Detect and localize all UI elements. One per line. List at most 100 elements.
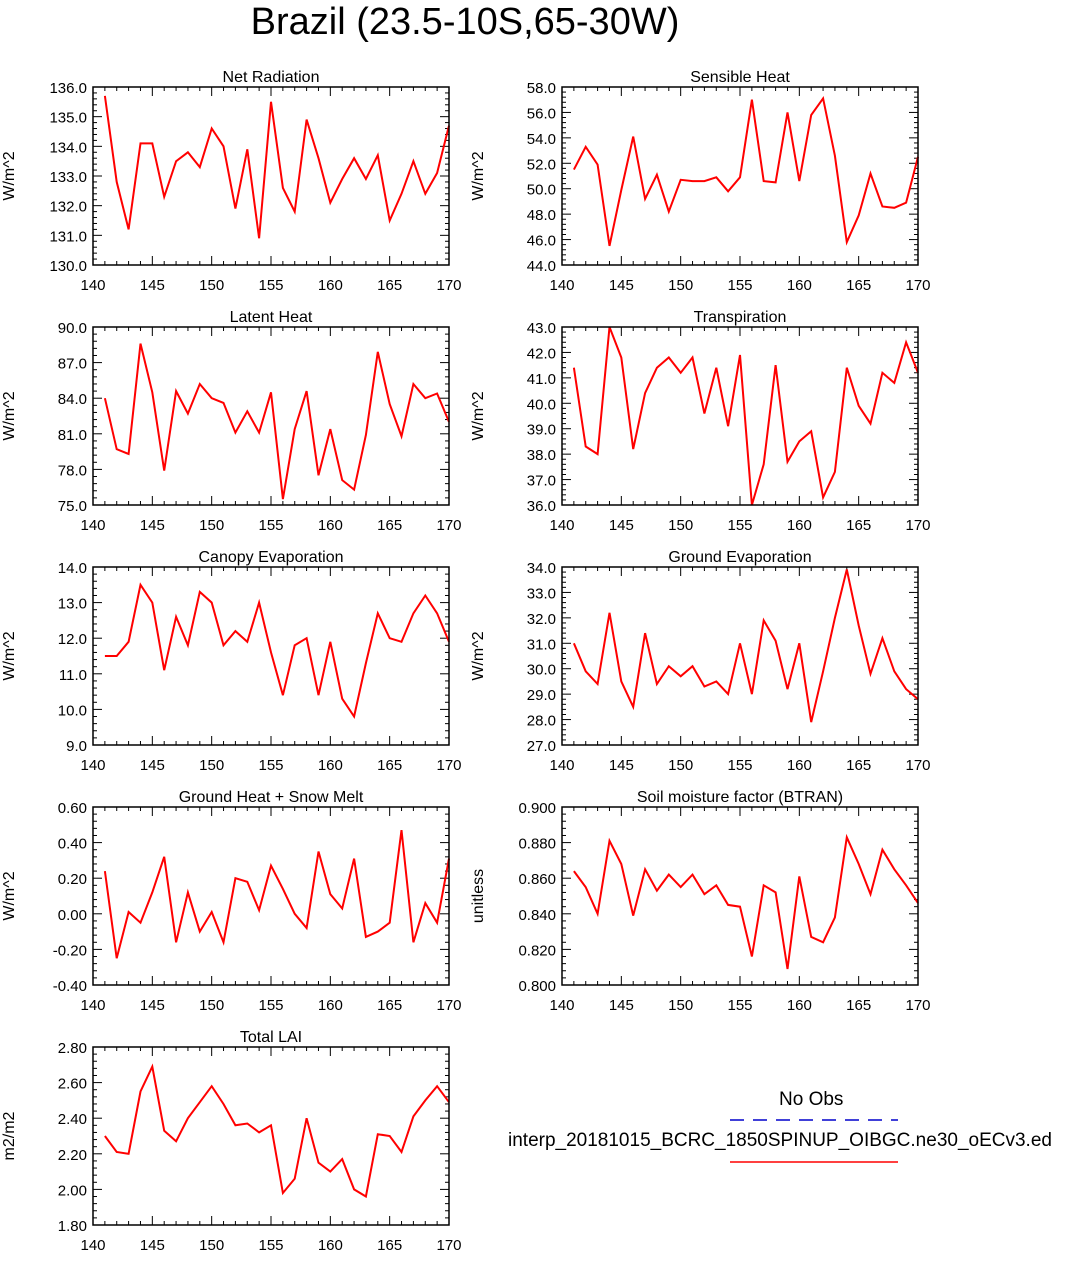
y-tick-label: 31.0 — [527, 636, 556, 653]
x-tick-label: 165 — [846, 517, 871, 534]
y-tick-label: 87.0 — [58, 356, 87, 373]
y-tick-label: 132.0 — [49, 199, 87, 216]
x-tick-label: 150 — [668, 757, 693, 774]
series-line — [572, 326, 919, 506]
x-tick-label: 140 — [549, 997, 574, 1014]
y-tick-label: 14.0 — [58, 560, 87, 577]
x-tick-label: 150 — [199, 757, 224, 774]
plot-frame — [561, 86, 919, 266]
x-tick-label: 170 — [905, 997, 930, 1014]
y-tick-label: 136.0 — [49, 80, 87, 97]
x-tick-label: 145 — [609, 757, 634, 774]
x-tick-label: 160 — [318, 1237, 343, 1254]
y-tick-label: 52.0 — [527, 156, 556, 173]
x-tick-label: 170 — [436, 517, 461, 534]
x-tick-label: 170 — [436, 757, 461, 774]
y-tick-label: 0.00 — [58, 907, 87, 924]
x-tick-label: 160 — [787, 517, 812, 534]
x-tick-label: 160 — [318, 757, 343, 774]
y-tick-label: 42.0 — [527, 345, 556, 362]
y-tick-label: -0.20 — [53, 942, 87, 959]
y-tick-label: 0.900 — [518, 800, 556, 817]
x-tick-label: 170 — [905, 277, 930, 294]
y-tick-label: 39.0 — [527, 422, 556, 439]
chart-title: Ground Evaporation — [668, 549, 811, 566]
y-tick-label: 0.20 — [58, 871, 87, 888]
y-tick-label: 50.0 — [527, 182, 556, 199]
y-tick-label: 27.0 — [527, 738, 556, 755]
chart-title: Soil moisture factor (BTRAN) — [637, 789, 843, 806]
chart-title: Sensible Heat — [690, 69, 790, 86]
y-tick-label: 0.820 — [518, 942, 556, 959]
y-tick-label: 0.880 — [518, 836, 556, 853]
plot-frame — [561, 566, 919, 746]
chart-latent-heat: Latent Heat W/m^2 140 145 150 155 160 165 170 75.… — [1, 309, 462, 534]
y-tick-label: 33.0 — [527, 585, 556, 602]
x-tick-label: 155 — [727, 277, 752, 294]
y-tick-label: 36.0 — [527, 498, 556, 515]
x-tick-label: 170 — [436, 997, 461, 1014]
x-tick-label: 160 — [318, 277, 343, 294]
y-tick-label: 9.0 — [66, 738, 87, 755]
x-tick-label: 145 — [609, 517, 634, 534]
x-tick-label: 150 — [199, 997, 224, 1014]
chart-ground-evaporation: Ground Evaporation W/m^2 140 145 150 155 160 16… — [470, 549, 931, 774]
y-tick-label: 0.60 — [58, 800, 87, 817]
x-tick-label: 140 — [549, 517, 574, 534]
y-tick-label: 40.0 — [527, 396, 556, 413]
x-tick-label: 170 — [436, 1237, 461, 1254]
x-tick-label: 145 — [140, 517, 165, 534]
chart-title: Net Radiation — [223, 69, 320, 86]
y-tick-label: 0.40 — [58, 836, 87, 853]
y-tick-label: 78.0 — [58, 462, 87, 479]
x-tick-label: 140 — [549, 757, 574, 774]
y-tick-label: 37.0 — [527, 473, 556, 490]
series-line — [103, 829, 450, 959]
y-tick-label: 90.0 — [58, 320, 87, 337]
y-axis-label: W/m^2 — [1, 151, 18, 200]
x-tick-label: 160 — [787, 997, 812, 1014]
x-tick-label: 155 — [727, 517, 752, 534]
chart-title: Latent Heat — [230, 309, 313, 326]
y-axis-label: W/m^2 — [1, 871, 18, 920]
x-tick-label: 160 — [318, 997, 343, 1014]
x-tick-label: 140 — [80, 277, 105, 294]
y-tick-label: 0.800 — [518, 978, 556, 995]
x-tick-label: 165 — [377, 1237, 402, 1254]
x-tick-label: 155 — [258, 517, 283, 534]
plot-frame — [92, 806, 450, 986]
x-tick-label: 170 — [905, 517, 930, 534]
chart-canopy-evaporation: Canopy Evaporation W/m^2 140 145 150 155 160 16… — [1, 549, 462, 774]
chart-soil-moisture-factor-btran: Soil moisture factor (BTRAN) unitless 140 1… — [470, 789, 931, 1014]
y-tick-label: 46.0 — [527, 233, 556, 250]
y-axis-label: W/m^2 — [470, 391, 487, 440]
x-tick-label: 165 — [377, 517, 402, 534]
x-tick-label: 150 — [199, 517, 224, 534]
y-tick-label: 54.0 — [527, 131, 556, 148]
chart-title: Ground Heat + Snow Melt — [179, 789, 364, 806]
y-tick-label: 32.0 — [527, 611, 556, 628]
x-tick-label: 155 — [258, 757, 283, 774]
series-line — [573, 95, 919, 247]
y-tick-label: 29.0 — [527, 687, 556, 704]
x-tick-label: 170 — [905, 757, 930, 774]
y-tick-label: 0.840 — [518, 907, 556, 924]
x-tick-label: 145 — [609, 997, 634, 1014]
x-tick-label: 145 — [609, 277, 634, 294]
x-tick-label: 155 — [727, 997, 752, 1014]
chart-net-radiation: Net Radiation W/m^2 140 145 150 155 160 165 170 1… — [1, 69, 462, 294]
y-tick-label: 134.0 — [49, 139, 87, 156]
x-tick-label: 145 — [140, 277, 165, 294]
x-tick-label: 155 — [258, 277, 283, 294]
y-tick-label: 30.0 — [527, 662, 556, 679]
x-tick-label: 150 — [668, 997, 693, 1014]
y-tick-label: 133.0 — [49, 169, 87, 186]
y-tick-label: 41.0 — [527, 371, 556, 388]
plot-frame — [561, 806, 919, 986]
y-tick-label: 56.0 — [527, 105, 556, 122]
plot-frame — [92, 326, 450, 506]
y-tick-label: 2.80 — [58, 1040, 87, 1057]
legend-marks — [730, 1119, 898, 1163]
x-tick-label: 150 — [668, 517, 693, 534]
